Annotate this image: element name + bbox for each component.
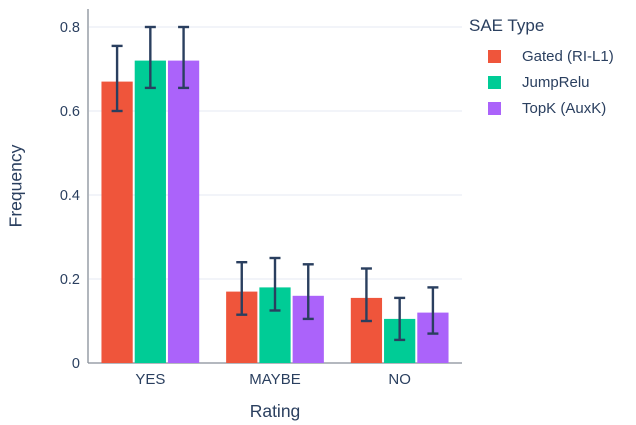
legend-item-gated-ri-l1[interactable]: Gated (RI-L1): [469, 43, 614, 69]
legend-item-label: Gated (RI-L1): [522, 47, 614, 65]
x-tick-label: YES: [135, 371, 165, 388]
legend-swatch-gated-ri-l1: [488, 49, 501, 63]
legend-swatch-topk-auxk: [488, 101, 501, 115]
y-axis-title: Frequency: [5, 144, 26, 228]
x-tick-label: NO: [388, 371, 411, 388]
x-tick-label: MAYBE: [249, 371, 300, 388]
legend-item-label: TopK (AuxK): [522, 99, 607, 117]
bar-topk-auxk-yes[interactable]: [167, 60, 200, 363]
y-tick-label: 0.8: [60, 20, 80, 36]
legend-title: SAE Type: [469, 16, 545, 35]
y-tick-label: 0: [72, 356, 80, 372]
bar-jumprelu-yes[interactable]: [134, 60, 166, 363]
y-tick-label: 0.6: [60, 104, 80, 120]
x-axis-title: Rating: [249, 401, 301, 421]
y-tick-label: 0.2: [60, 272, 80, 288]
bar-gated-ri-l1-yes[interactable]: [101, 81, 133, 363]
legend-item-jumprelu[interactable]: JumpRelu: [469, 69, 614, 95]
legend-swatch-jumprelu: [488, 75, 501, 89]
legend: SAE Type Gated (RI-L1) JumpRelu TopK (Au…: [469, 16, 614, 121]
legend-item-label: JumpRelu: [522, 73, 590, 91]
legend-item-topk-auxk[interactable]: TopK (AuxK): [469, 95, 614, 121]
y-tick-label: 0.4: [60, 188, 80, 204]
